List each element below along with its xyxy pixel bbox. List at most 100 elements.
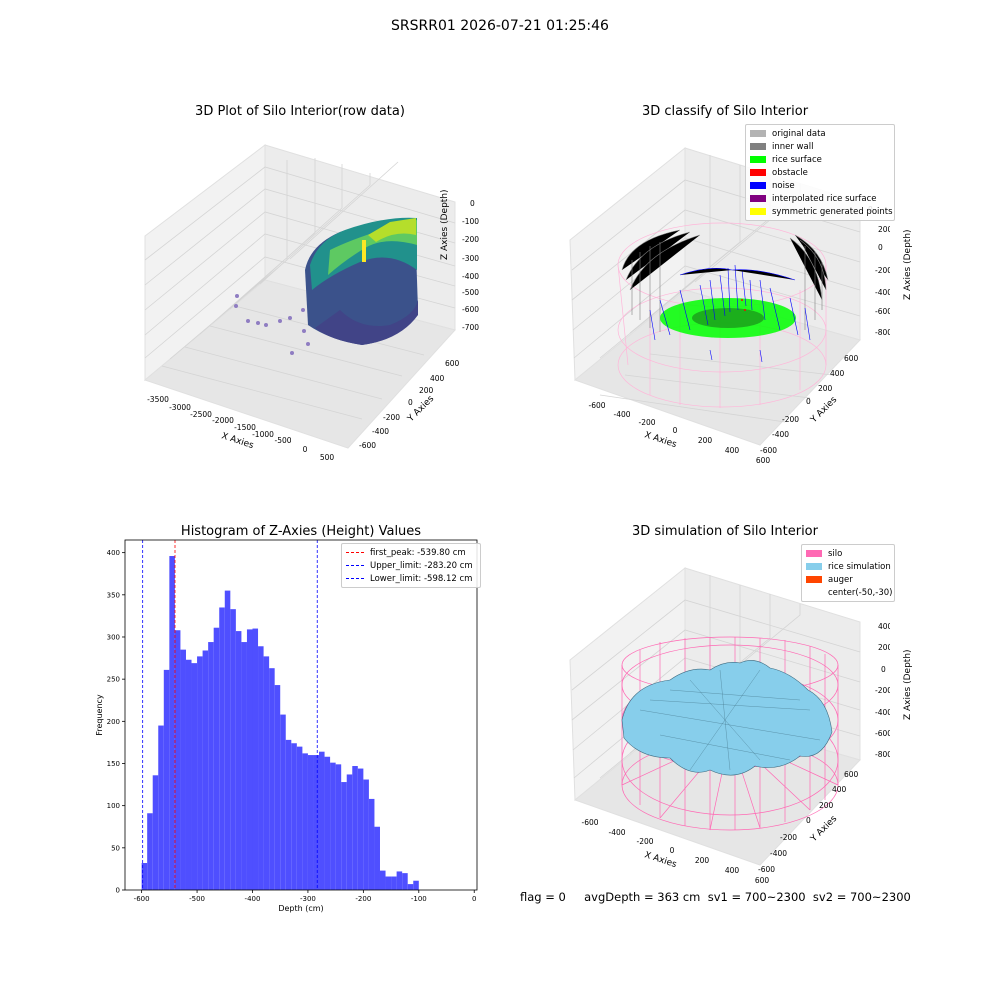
- plot4-rice-surface: [621, 660, 833, 776]
- legend-swatch: [750, 182, 766, 189]
- plot2-ztick: 0: [878, 243, 883, 252]
- plot1-ytick: 200: [419, 386, 434, 395]
- plot4-ztick: -600: [875, 729, 890, 738]
- histogram-bar: [180, 649, 186, 890]
- legend-item: first_peak: -539.80 cm: [346, 546, 476, 559]
- legend-item: center(-50,-30): [806, 586, 892, 599]
- histogram-bar: [197, 656, 203, 890]
- legend-swatch: [750, 156, 766, 163]
- plot2-ztick: 200: [878, 225, 890, 234]
- legend-label: silo: [828, 548, 843, 559]
- xtick-label: -300: [300, 895, 316, 903]
- legend-swatch: [806, 576, 822, 583]
- ytick-label: 0: [116, 887, 120, 895]
- histogram-bar: [163, 669, 170, 890]
- histogram-bar: [391, 876, 397, 890]
- plot2-xtick: 600: [756, 456, 771, 465]
- plot1-zticks: 0 -100 -200 -300 -400 -500 -600 -700: [462, 199, 479, 332]
- histogram-bar: [396, 871, 403, 890]
- histogram-bar: [374, 826, 380, 890]
- plot1-scatter-outliers: [234, 294, 310, 355]
- plot4-ztick: 0: [881, 665, 886, 674]
- plot4-yticks: 600 400 200 0 -200 -400 -600: [758, 770, 859, 874]
- plot3-title: Histogram of Z-Axies (Height) Values: [180, 524, 422, 539]
- legend-label: inner wall: [772, 141, 814, 152]
- legend-item: noise: [750, 179, 890, 192]
- plot4-ztick: -800: [875, 750, 890, 759]
- ytick-label: 200: [107, 718, 120, 726]
- histogram-bar: [319, 751, 325, 890]
- plot4-ytick: -200: [780, 833, 797, 842]
- histogram-bar: [235, 631, 242, 890]
- legend-swatch: [750, 143, 766, 150]
- xtick-label: -500: [189, 895, 205, 903]
- legend-swatch: [750, 208, 766, 215]
- plot1-xtick: -500: [274, 436, 291, 445]
- plot1-grid: [144, 158, 456, 420]
- histogram-bar: [224, 590, 231, 890]
- plot1-xlabel: X Axies: [220, 431, 255, 451]
- plot2-ztick: -600: [875, 307, 890, 316]
- plot1-xtick: 0: [303, 445, 308, 454]
- histogram-bar: [330, 762, 336, 890]
- plot3-histogram: -600 -500 -400 -300 -200 -100 0 0 50 100 150 200 25…: [95, 539, 478, 913]
- plot2-xtick: -200: [638, 418, 655, 427]
- plot2-ytick: 200: [818, 384, 833, 393]
- plot4-xtick: 400: [725, 866, 740, 875]
- legend-item: rice surface: [750, 153, 890, 166]
- plot4-ytick: -600: [758, 865, 775, 874]
- plot1-ztick: -600: [462, 305, 479, 314]
- histogram-bar: [191, 663, 198, 890]
- legend-label: interpolated rice surface: [772, 193, 877, 204]
- histogram-bar: [202, 650, 209, 890]
- plot4-xtick: -400: [608, 828, 625, 837]
- plot1-silo-body: [305, 217, 418, 345]
- plot1-ytick: 0: [408, 398, 413, 407]
- histogram-bar: [313, 755, 320, 890]
- plot4-ytick: 200: [819, 801, 834, 810]
- plot4-zlabel: Z Axies (Depth): [903, 649, 913, 720]
- histogram-bar: [346, 774, 353, 890]
- plot2-ylabel: Y Axies: [808, 395, 839, 426]
- plot2-ytick: 600: [844, 354, 859, 363]
- plot4-ztick: 400: [878, 622, 890, 631]
- status-footer: flag = 0 avgDepth = 363 cm sv1 = 700~230…: [520, 890, 911, 904]
- legend-item: inner wall: [750, 140, 890, 153]
- legend-swatch: [806, 563, 822, 570]
- plot1-xtick: -1500: [234, 423, 256, 432]
- plot1-ztick: -200: [462, 235, 479, 244]
- plot1-xtick: -3500: [147, 395, 169, 404]
- histogram-bar: [341, 782, 347, 890]
- histogram-bar: [368, 798, 375, 890]
- legend-swatch: [750, 169, 766, 176]
- xtick-label: -200: [355, 895, 371, 903]
- histogram-bar: [230, 609, 236, 890]
- plot2-xtick: 200: [698, 436, 713, 445]
- histogram-bar: [219, 607, 225, 890]
- ytick-label: 400: [107, 549, 120, 557]
- histogram-bar: [174, 630, 181, 890]
- legend-label: Upper_limit: -283.20 cm: [370, 560, 473, 571]
- plot2-ytick: -600: [760, 446, 777, 455]
- plot3-axes-frame: [124, 539, 478, 891]
- ytick-label: 150: [107, 760, 120, 768]
- ytick-label: 300: [107, 633, 120, 641]
- plot1-ytick: -600: [359, 441, 376, 450]
- plot2-ztick: -800: [875, 328, 890, 337]
- histogram-bar: [285, 739, 292, 890]
- plot2-legend: original data inner wall rice surface ob…: [745, 124, 895, 221]
- plot1-ytick: -200: [383, 413, 400, 422]
- plot2-zlabel: Z Axies (Depth): [903, 229, 913, 300]
- legend-swatch: [806, 550, 822, 557]
- plot2-rice-surface: [660, 298, 796, 338]
- plot4-ztick: 200: [878, 643, 890, 652]
- histogram-bar: [296, 746, 303, 890]
- legend-label: symmetric generated points: [772, 206, 893, 217]
- legend-line: [346, 565, 364, 566]
- plot4-legend: silo rice simulation auger center(-50,-3…: [801, 544, 895, 602]
- plot1-3d-scatter: -3500 -3000 -2500 -2000 -1500 -1000 -500…: [143, 143, 479, 462]
- plot2-ytick: -400: [772, 430, 789, 439]
- histogram-bar: [335, 764, 342, 890]
- plot2-floor-pane: [573, 289, 861, 446]
- histogram-xticks: -600 -500 -400 -300 -200 -100 0: [134, 890, 476, 903]
